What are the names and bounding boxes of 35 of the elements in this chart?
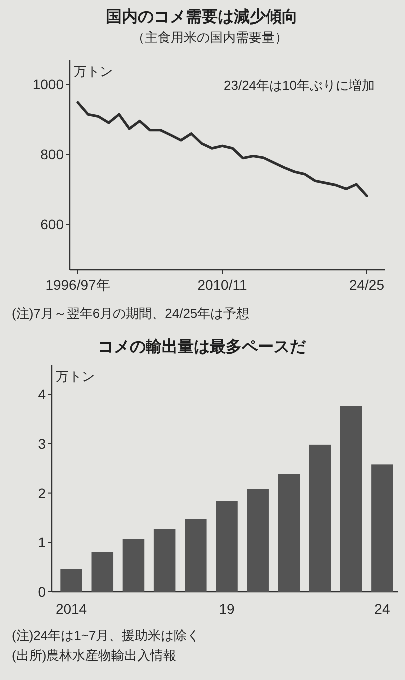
text: (注)24年は1~7月、援助米は除く xyxy=(12,628,200,643)
bar xyxy=(247,489,269,592)
x-tick-label: 24 xyxy=(374,601,390,617)
bar xyxy=(372,464,394,592)
y-tick-label: 1 xyxy=(38,534,46,551)
bar xyxy=(340,406,362,592)
y-tick-label: 800 xyxy=(40,146,64,162)
x-tick-label: 1996/97年 xyxy=(46,277,110,293)
bar xyxy=(278,474,300,592)
bar xyxy=(216,501,238,592)
line-series xyxy=(76,101,368,198)
chart-subtitle: （主食用米の国内需要量） xyxy=(132,30,288,45)
chart-title: コメの輸出量は最多ペースだ xyxy=(98,338,307,356)
y-tick-label: 600 xyxy=(40,216,64,232)
bar xyxy=(185,519,207,592)
bar xyxy=(154,529,176,592)
x-tick-label: 24/25 xyxy=(349,277,385,293)
bar xyxy=(309,444,332,592)
y-axis-title: 万トン xyxy=(74,64,113,79)
y-tick-label: 4 xyxy=(38,386,46,403)
bar xyxy=(122,539,145,592)
bar xyxy=(92,552,114,592)
x-tick-label: 2010/11 xyxy=(198,277,248,293)
x-tick-label: 19 xyxy=(219,601,235,617)
y-tick-label: 0 xyxy=(38,584,46,600)
chart-title: 国内のコメ需要は減少傾向 xyxy=(106,8,298,26)
y-tick-label: 2 xyxy=(38,485,46,502)
y-tick-label: 1000 xyxy=(32,76,64,92)
x-tick-label: 2014 xyxy=(56,601,88,617)
y-tick-label: 3 xyxy=(38,436,46,452)
y-axis-title: 万トン xyxy=(56,369,95,384)
bar xyxy=(60,569,82,592)
text: (出所)農林水産物輸出入情報 xyxy=(12,648,177,663)
annotation: 23/24年は10年ぶりに増加 xyxy=(224,78,375,93)
text: (注)7月～翌年6月の期間、24/25年は予想 xyxy=(12,306,250,321)
